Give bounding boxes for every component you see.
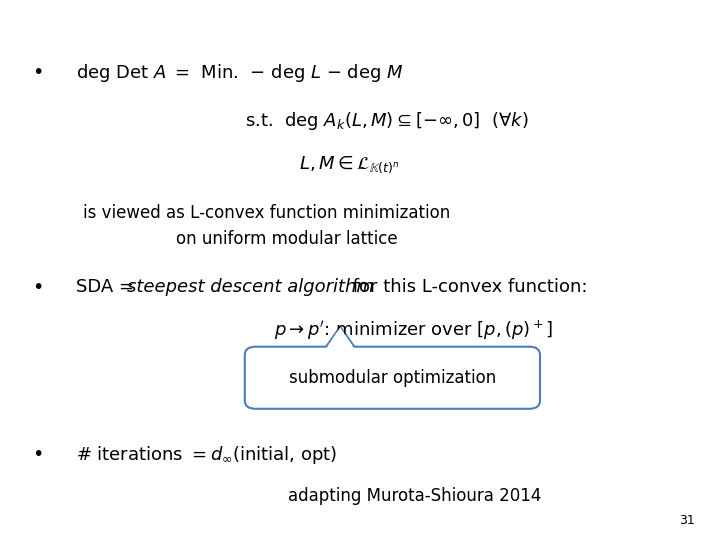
Text: SDA =: SDA = [76,278,140,296]
Text: •: • [32,278,44,297]
Polygon shape [322,330,359,357]
Text: •: • [32,445,44,464]
Text: # iterations $= d_{\infty}$(initial, opt): # iterations $= d_{\infty}$(initial, opt… [76,444,337,465]
Text: is viewed as L-convex function minimization: is viewed as L-convex function minimizat… [83,204,450,222]
Text: adapting Murota-Shioura 2014: adapting Murota-Shioura 2014 [288,487,541,505]
Text: $p \rightarrow p'$: minimizer over $[p,(p)^+]$: $p \rightarrow p'$: minimizer over $[p,(… [274,319,553,342]
Text: $L, M \in \mathcal{L}_{\mathbb{K}(t)^n}$: $L, M \in \mathcal{L}_{\mathbb{K}(t)^n}$ [299,154,400,175]
Text: •: • [32,63,44,83]
Text: deg Det $A\,$ =  Min.  $-$ deg $L$ $-$ deg $M$: deg Det $A\,$ = Min. $-$ deg $L$ $-$ deg… [76,62,403,84]
Text: on uniform modular lattice: on uniform modular lattice [176,230,398,248]
Text: steepest descent algorithm: steepest descent algorithm [127,278,374,296]
Polygon shape [320,327,360,355]
Text: submodular optimization: submodular optimization [289,369,496,387]
FancyBboxPatch shape [245,347,540,409]
Text: s.t.  deg $A_k(L,M) \subseteq [-\infty, 0]$  $(\forall k)$: s.t. deg $A_k(L,M) \subseteq [-\infty, 0… [245,111,528,132]
Text: 31: 31 [679,514,695,526]
Text: for this L-convex function:: for this L-convex function: [347,278,588,296]
